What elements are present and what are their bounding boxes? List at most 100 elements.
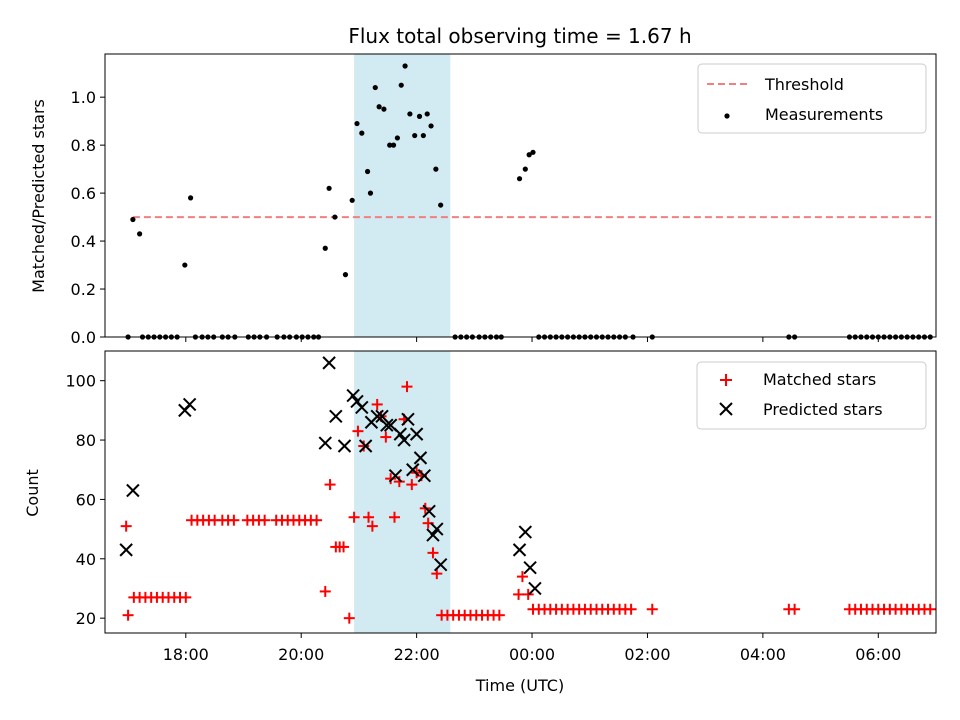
predicted-star-point bbox=[126, 483, 140, 498]
y-tick-label: 100 bbox=[65, 372, 96, 391]
measurement-point bbox=[349, 197, 355, 203]
top-plot-marks bbox=[125, 63, 933, 340]
x-axis-label: Time (UTC) bbox=[475, 676, 564, 695]
y-tick-label: 0.4 bbox=[71, 232, 96, 251]
matched-star-point bbox=[385, 473, 397, 485]
measurement-point bbox=[359, 130, 365, 136]
matched-star-point bbox=[366, 520, 378, 532]
bottom-legend: Matched stars Predicted stars bbox=[696, 361, 927, 430]
y-tick-label: 80 bbox=[76, 431, 96, 450]
predicted-star-point bbox=[358, 439, 373, 453]
matched-star-point bbox=[371, 398, 383, 410]
matched-star-point bbox=[348, 511, 360, 523]
top-y-axis: 0.0 0.2 0.4 0.6 0.8 1.0 bbox=[71, 88, 105, 347]
predicted-star-point bbox=[393, 427, 407, 441]
measurement-point bbox=[522, 166, 528, 172]
measurement-point bbox=[420, 132, 426, 139]
matched-star-point bbox=[493, 609, 505, 621]
measurement-point bbox=[367, 190, 374, 196]
x-tick-label: 18:00 bbox=[163, 645, 209, 664]
y-tick-label: 0.8 bbox=[71, 136, 96, 155]
highlight-span bbox=[354, 351, 451, 633]
predicted-star-point bbox=[318, 436, 332, 450]
matched-star-point bbox=[363, 511, 375, 523]
bottom-y-axis: 20 40 60 80 100 bbox=[65, 372, 105, 628]
predicted-star-point bbox=[413, 451, 428, 465]
bottom-panel: 20 40 60 80 100 18:00 20:00 22:00 00:00 02:00 04:… bbox=[23, 350, 937, 695]
matched-star-point bbox=[319, 585, 331, 597]
predicted-star-point bbox=[417, 468, 432, 483]
matched-star-point bbox=[311, 514, 323, 526]
y-tick-label: 1.0 bbox=[71, 88, 96, 107]
predicted-star-point bbox=[388, 468, 403, 483]
y-tick-label: 0.2 bbox=[71, 280, 96, 299]
measurement-point bbox=[364, 168, 371, 175]
measurement-point bbox=[182, 262, 188, 268]
measurement-point bbox=[428, 123, 434, 129]
predicted-star-point bbox=[518, 525, 533, 539]
matched-star-point bbox=[120, 520, 132, 532]
predicted-star-point bbox=[182, 397, 197, 412]
measurement-point bbox=[381, 106, 387, 112]
measurement-point bbox=[354, 120, 360, 127]
legend-threshold-label: Threshold bbox=[764, 75, 844, 94]
x-tick-label: 20:00 bbox=[278, 645, 324, 664]
x-tick-label: 02:00 bbox=[624, 645, 670, 664]
measurement-point bbox=[387, 142, 393, 148]
matched-star-point bbox=[380, 431, 392, 443]
legend-measurements-label: Measurements bbox=[765, 105, 883, 124]
top-x-axis bbox=[185, 337, 879, 342]
top-y-axis-label: Matched/Predicted stars bbox=[29, 99, 48, 293]
predicted-star-point bbox=[329, 409, 343, 424]
bottom-x-axis: 18:00 20:00 22:00 00:00 02:00 04:00 06:00 bbox=[163, 633, 901, 664]
bottom-plot-marks bbox=[119, 356, 936, 624]
predicted-star-point bbox=[512, 543, 527, 557]
matched-star-point bbox=[389, 511, 401, 523]
legend-matched-label: Matched stars bbox=[763, 370, 876, 389]
measurement-point bbox=[326, 185, 332, 191]
measurement-point bbox=[394, 135, 400, 141]
legend-box bbox=[696, 361, 927, 430]
x-tick-label: 00:00 bbox=[509, 645, 555, 664]
x-tick-label: 06:00 bbox=[855, 645, 901, 664]
predicted-star-point bbox=[380, 418, 394, 432]
measurement-point bbox=[322, 245, 328, 251]
matched-star-point bbox=[406, 479, 418, 491]
measurement-point bbox=[407, 111, 413, 117]
predicted-star-point bbox=[355, 400, 369, 415]
measurement-point bbox=[390, 142, 397, 148]
measurement-point bbox=[188, 195, 194, 201]
bottom-axes-frame bbox=[104, 350, 937, 634]
measurement-point bbox=[402, 63, 408, 69]
matched-star-point bbox=[924, 603, 936, 615]
predicted-star-point bbox=[397, 433, 411, 447]
measurement-point bbox=[332, 214, 338, 220]
legend-measurements-swatch bbox=[724, 113, 730, 119]
predicted-star-point bbox=[119, 543, 133, 557]
measurement-point bbox=[376, 104, 382, 110]
matched-star-point bbox=[259, 514, 271, 526]
predicted-star-point bbox=[406, 463, 420, 477]
matched-star-point bbox=[324, 479, 336, 491]
measurement-point bbox=[342, 272, 349, 278]
matched-star-point bbox=[513, 588, 525, 600]
top-legend: Threshold Measurements bbox=[697, 63, 927, 134]
matched-star-point bbox=[358, 440, 370, 452]
matched-star-point bbox=[427, 547, 439, 559]
bottom-y-axis-label: Count bbox=[23, 469, 42, 517]
matched-star-point bbox=[522, 588, 534, 600]
top-panel: 0.0 0.2 0.4 0.6 0.8 1.0 Flux total observing … bbox=[29, 24, 937, 347]
measurement-point bbox=[530, 149, 536, 155]
y-tick-label: 60 bbox=[76, 490, 96, 509]
matched-star-point bbox=[338, 541, 350, 553]
predicted-star-point bbox=[322, 356, 336, 370]
predicted-star-point bbox=[401, 412, 415, 426]
chart-title: Flux total observing time = 1.67 h bbox=[348, 24, 691, 48]
measurement-point bbox=[372, 84, 378, 91]
matched-star-point bbox=[516, 571, 528, 583]
matched-star-point bbox=[180, 591, 192, 603]
y-tick-label: 0.6 bbox=[71, 184, 96, 203]
measurement-point bbox=[424, 111, 430, 117]
x-tick-label: 22:00 bbox=[394, 645, 440, 664]
